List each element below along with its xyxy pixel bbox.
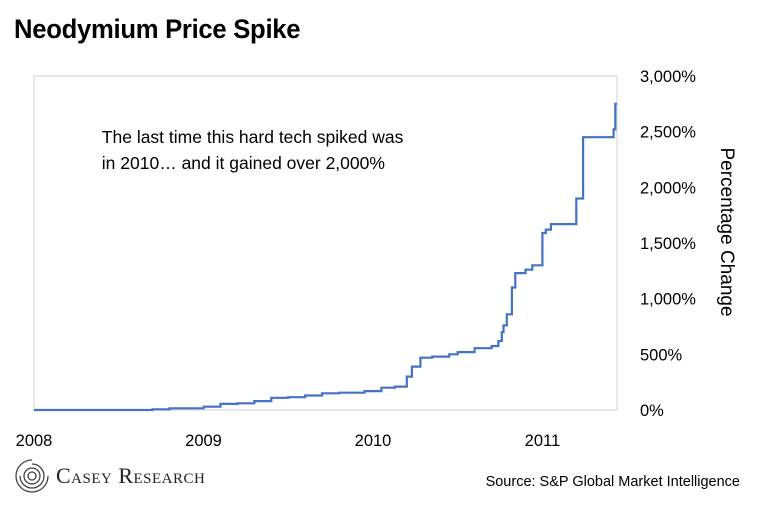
annotation-line: The last time this hard tech spiked was: [102, 127, 404, 147]
chart-annotation: The last time this hard tech spiked was i…: [102, 127, 404, 173]
x-axis: 2008 2009 2010 2011: [16, 432, 561, 450]
y-axis: 0% 500% 1,000% 1,500% 2,000% 2,500% 3,000%: [640, 68, 696, 420]
x-tick-label: 2009: [185, 432, 222, 450]
x-tick-label: 2011: [525, 432, 560, 450]
y-tick-label: 2,000%: [640, 179, 696, 197]
y-tick-label: 500%: [640, 346, 683, 364]
x-tick-label: 2010: [355, 432, 392, 450]
y-tick-label: 3,000%: [640, 68, 696, 86]
y-tick-label: 1,000%: [640, 291, 696, 309]
chart-title: Neodymium Price Spike: [14, 14, 301, 44]
y-tick-label: 1,500%: [640, 235, 696, 253]
y-axis-label: Percentage Change: [716, 147, 737, 316]
logo-text: Casey Research: [56, 463, 206, 488]
source-note: Source: S&P Global Market Intelligence: [485, 474, 740, 490]
y-tick-label: 2,500%: [640, 124, 696, 142]
spiral-logo-icon: [15, 458, 50, 493]
plot-frame: [33, 75, 618, 411]
series-line-0: [34, 102, 617, 412]
y-tick-label: 0%: [640, 402, 664, 420]
casey-research-logo: Casey Research: [14, 458, 205, 494]
x-tick-label: 2008: [16, 432, 53, 450]
annotation-line: in 2010… and it gained over 2,000%: [102, 153, 385, 173]
series-layer: [34, 102, 617, 412]
